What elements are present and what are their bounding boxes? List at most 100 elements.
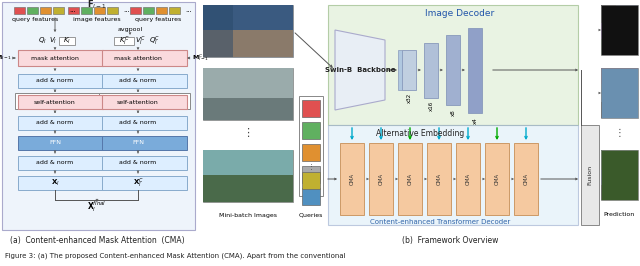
Bar [601, 5, 638, 55]
Text: ...: ... [69, 7, 76, 14]
Text: CMA: CMA [378, 173, 383, 185]
Bar [114, 37, 134, 45]
Text: add & norm: add & norm [36, 120, 74, 126]
Text: Content-enhanced Transformer Decoder: Content-enhanced Transformer Decoder [370, 219, 510, 225]
Bar [299, 96, 323, 196]
Bar [18, 176, 103, 190]
Text: self-attention: self-attention [117, 99, 159, 105]
Text: query features: query features [12, 18, 58, 23]
Text: self-attention: self-attention [34, 99, 76, 105]
Text: Queries: Queries [299, 213, 323, 218]
Bar [302, 100, 320, 117]
Text: $\mathbf{M}_{l-1}^C$: $\mathbf{M}_{l-1}^C$ [192, 53, 209, 63]
Bar [81, 7, 92, 14]
Text: $Q_l^C$: $Q_l^C$ [149, 34, 161, 48]
Text: $\mathbf{M}_{l-1}$: $\mathbf{M}_{l-1}$ [0, 53, 12, 63]
Bar [398, 50, 402, 90]
Bar [18, 74, 103, 88]
Bar [59, 37, 75, 45]
Text: $K_l$: $K_l$ [63, 36, 71, 46]
Text: x16: x16 [429, 100, 433, 111]
Bar [446, 35, 460, 105]
Bar [68, 7, 79, 14]
Text: FFN: FFN [49, 140, 61, 146]
Bar [601, 39, 638, 55]
Polygon shape [335, 30, 385, 110]
Text: Image Decoder: Image Decoder [426, 9, 495, 18]
Bar [102, 116, 187, 130]
Text: image features: image features [73, 18, 121, 23]
Text: add & norm: add & norm [120, 78, 157, 84]
Text: $Q_l$: $Q_l$ [38, 36, 47, 46]
Bar [340, 143, 364, 215]
Bar [15, 93, 106, 109]
Bar [94, 7, 105, 14]
Bar [601, 5, 638, 23]
Text: $\mathbf{X}_l^C$: $\mathbf{X}_l^C$ [132, 176, 143, 190]
Bar [203, 5, 233, 57]
Bar [18, 116, 103, 130]
Bar [601, 68, 638, 84]
Text: query features: query features [135, 18, 181, 23]
Bar [601, 170, 638, 185]
Bar [18, 95, 103, 109]
Text: x8: x8 [451, 110, 456, 117]
Bar [203, 30, 293, 57]
Text: x32: x32 [406, 93, 412, 103]
Text: Figure 3: (a) The proposed Content-enhanced Mask Attention (CMA). Apart from the: Figure 3: (a) The proposed Content-enhan… [5, 253, 346, 259]
Text: add & norm: add & norm [36, 78, 74, 84]
Text: ⋮: ⋮ [307, 163, 314, 169]
Bar [102, 156, 187, 170]
Text: (b)  Framework Overview: (b) Framework Overview [402, 235, 498, 244]
Text: CMA: CMA [524, 173, 529, 185]
Bar [328, 5, 578, 125]
Bar [203, 5, 293, 30]
Bar [616, 5, 638, 30]
Bar [18, 136, 103, 150]
Text: $K_l^C$: $K_l^C$ [119, 34, 129, 48]
Text: $\mathbf{F}_{l-1}$: $\mathbf{F}_{l-1}$ [87, 0, 107, 11]
Bar [102, 176, 187, 190]
Text: CMA: CMA [408, 173, 413, 185]
Text: add & norm: add & norm [120, 120, 157, 126]
Text: $\mathbf{X}_l$: $\mathbf{X}_l$ [51, 178, 60, 188]
Bar [107, 7, 118, 14]
Text: $V_l^C$: $V_l^C$ [134, 34, 145, 48]
Text: Fusion: Fusion [588, 165, 593, 185]
Bar [14, 7, 25, 14]
Text: FFN: FFN [132, 140, 144, 146]
Text: mask attention: mask attention [114, 56, 162, 60]
Bar [156, 7, 167, 14]
Bar [468, 27, 482, 113]
Bar [601, 84, 638, 102]
Bar [601, 102, 638, 118]
Text: ...: ... [123, 7, 130, 14]
Bar [102, 74, 187, 88]
Bar [302, 144, 320, 161]
Text: ...: ... [185, 7, 192, 14]
Bar [203, 150, 293, 175]
Bar [18, 156, 103, 170]
Text: $V_l$: $V_l$ [49, 36, 57, 46]
Text: ⋮: ⋮ [243, 128, 253, 138]
Text: mask attention: mask attention [31, 56, 79, 60]
Bar [328, 125, 578, 225]
Text: CMA: CMA [465, 173, 470, 185]
Bar [27, 7, 38, 14]
Text: CMA: CMA [349, 173, 355, 185]
Bar [601, 68, 638, 118]
Bar [601, 185, 638, 200]
Text: Prediction: Prediction [604, 213, 635, 218]
Bar [102, 95, 187, 109]
Bar [369, 143, 393, 215]
Bar [203, 68, 293, 98]
Bar [402, 50, 416, 90]
Bar [203, 98, 293, 120]
Text: Alternative Embedding: Alternative Embedding [376, 128, 464, 138]
Bar [53, 7, 64, 14]
Text: ⋮: ⋮ [614, 128, 625, 138]
Text: add & norm: add & norm [120, 160, 157, 165]
Bar [601, 23, 638, 39]
Bar [130, 7, 141, 14]
Text: $\mathbf{X}_l^{final}$: $\mathbf{X}_l^{final}$ [87, 200, 107, 214]
